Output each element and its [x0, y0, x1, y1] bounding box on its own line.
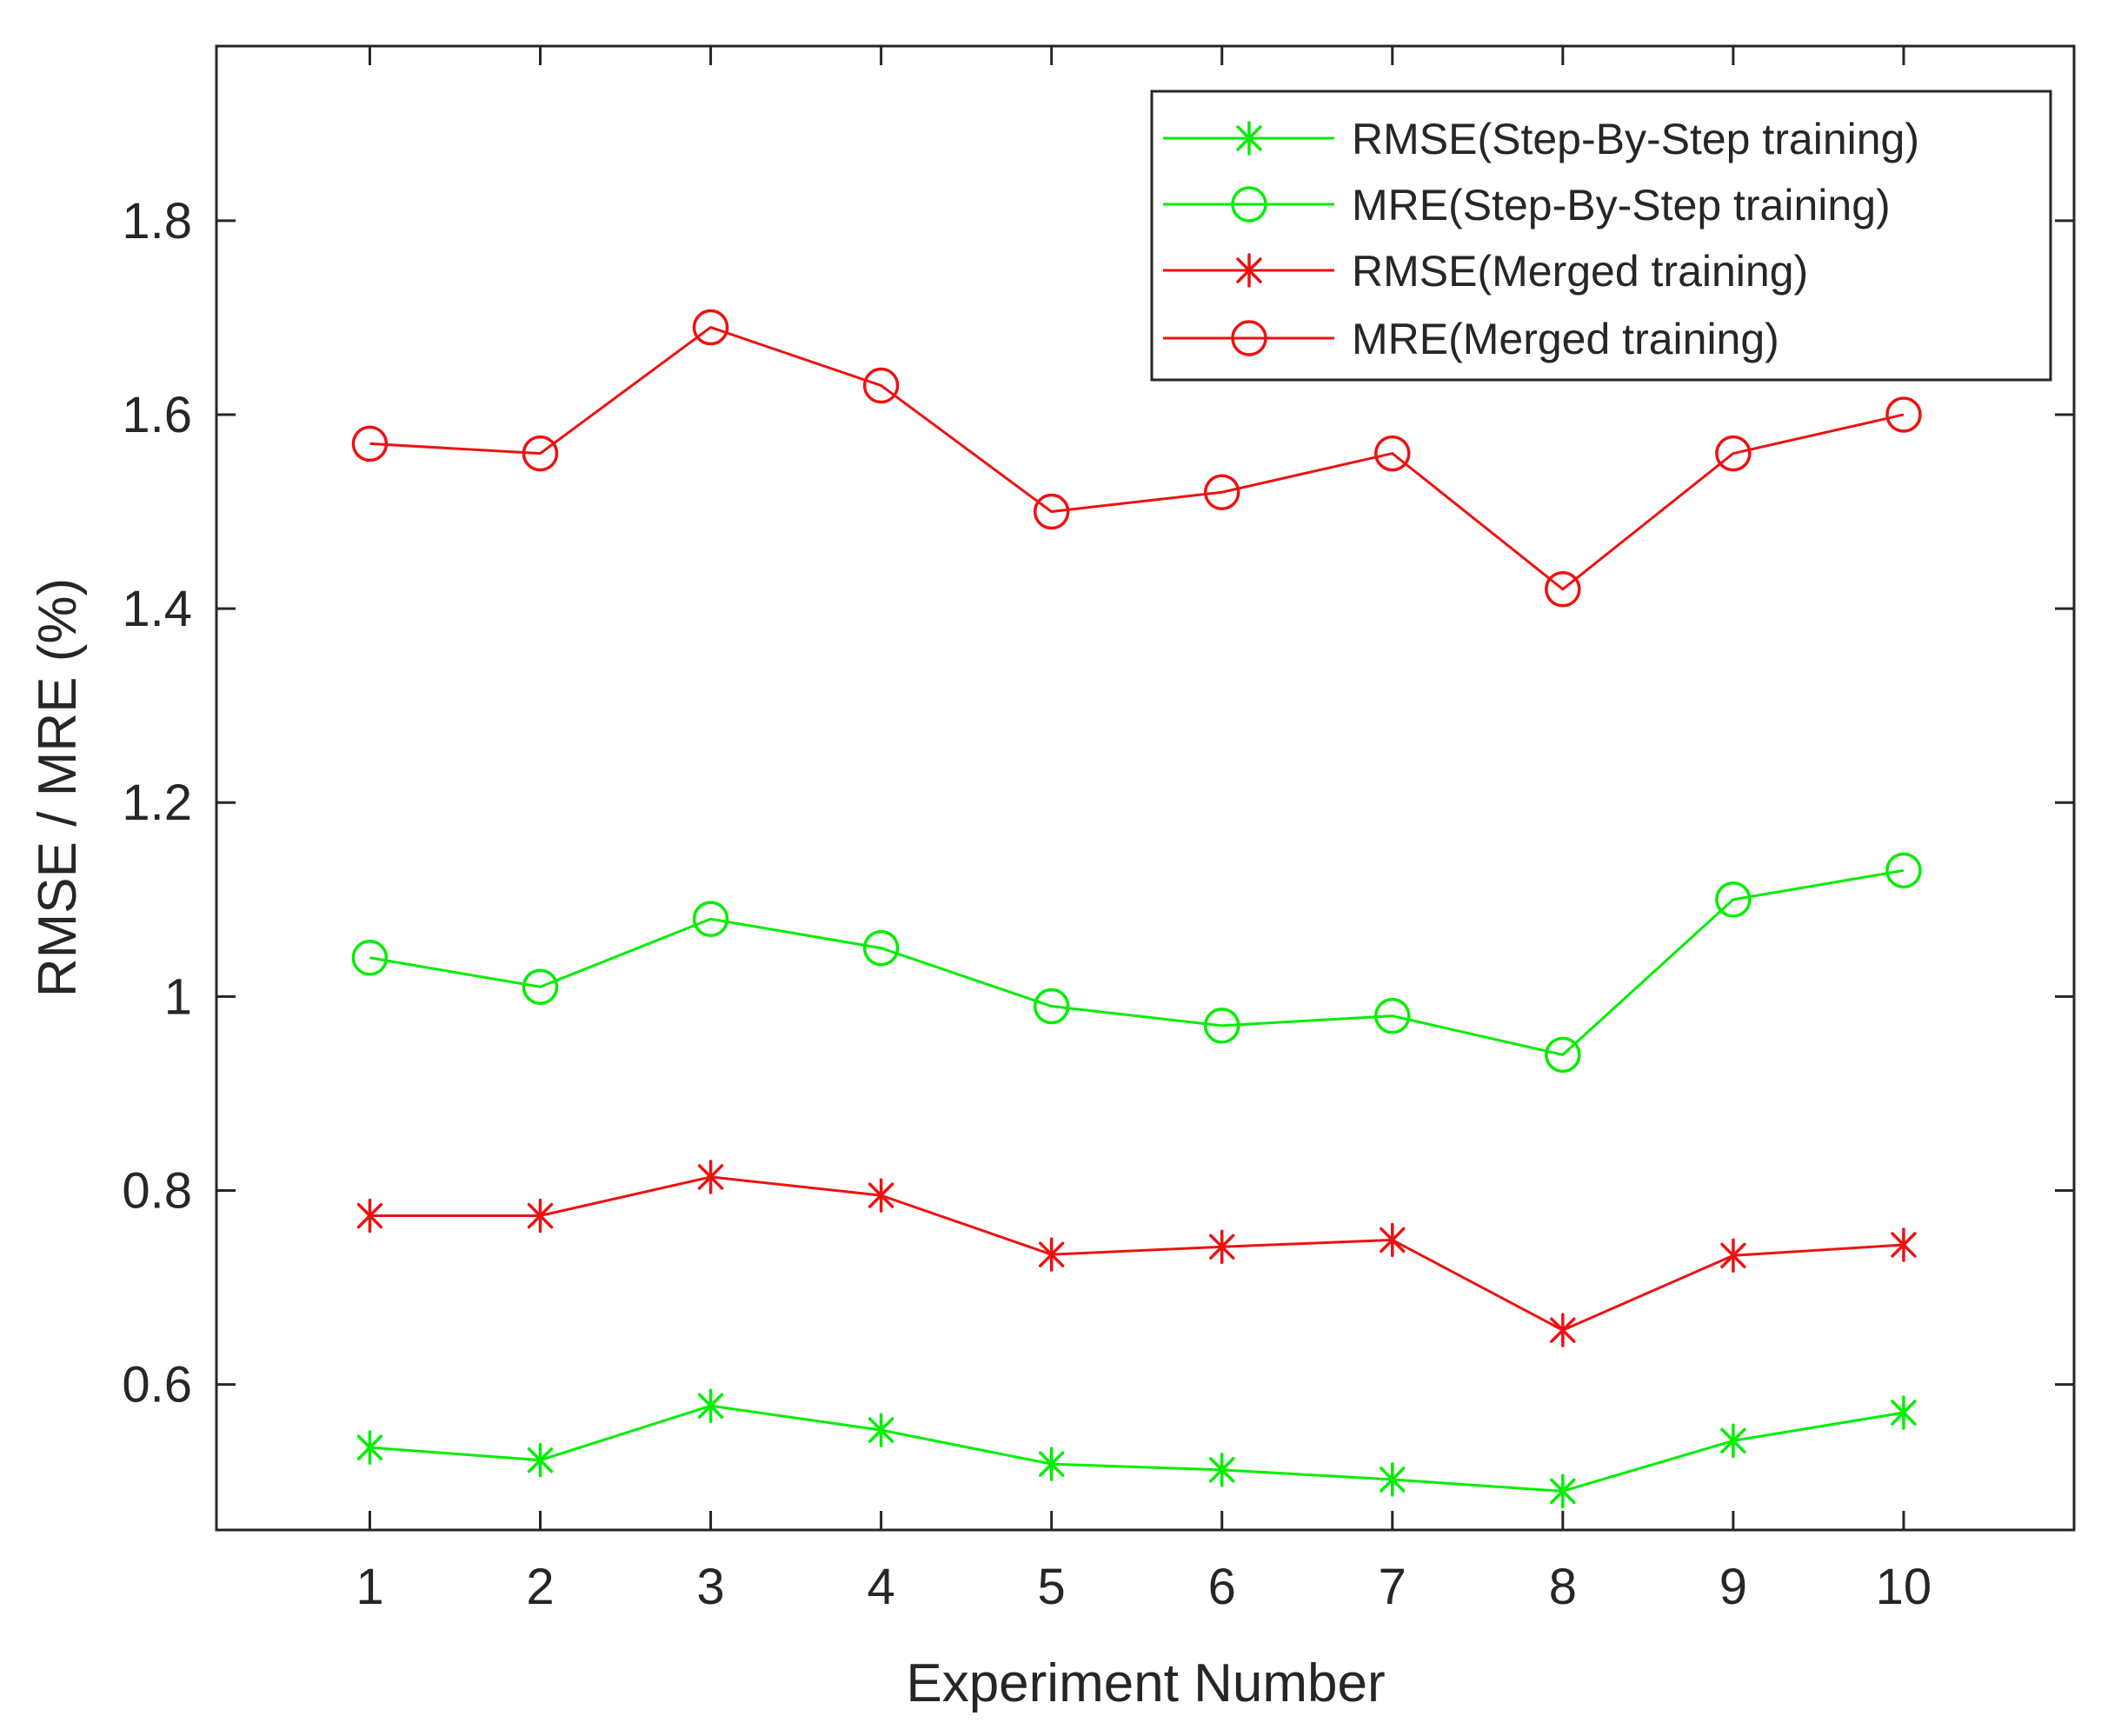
data-point-asterisk	[1209, 1453, 1235, 1487]
legend-marker-asterisk	[1236, 253, 1262, 288]
x-axis-label: Experiment Number	[906, 1653, 1385, 1713]
data-point-circle	[692, 901, 729, 937]
legend-item: RMSE(Step-By-Step training)	[1163, 115, 1919, 163]
y-tick-label: 1	[164, 968, 192, 1025]
legend-label: RMSE(Step-By-Step training)	[1352, 115, 1919, 163]
x-tick-label: 7	[1379, 1559, 1406, 1615]
legend-label: MRE(Step-By-Step training)	[1352, 181, 1891, 229]
data-point-asterisk	[1720, 1238, 1746, 1274]
data-point-asterisk	[1038, 1447, 1065, 1481]
axes-box	[215, 44, 2076, 1532]
data-point-circle	[1885, 852, 1922, 889]
x-tick-label: 9	[1719, 1559, 1747, 1615]
data-point-circle	[1203, 1008, 1240, 1044]
data-point-asterisk	[697, 1388, 724, 1423]
legend-item: MRE(Merged training)	[1163, 315, 1779, 363]
data-point-asterisk	[697, 1160, 724, 1194]
data-point-circle	[692, 309, 729, 346]
legend-label: MRE(Merged training)	[1352, 315, 1779, 363]
data-point-circle	[351, 425, 389, 462]
data-point-circle	[522, 435, 559, 472]
series-line	[369, 1175, 1905, 1332]
x-tick-label: 1	[356, 1559, 383, 1615]
data-point-circle	[351, 939, 389, 976]
data-point-circle	[1203, 474, 1240, 510]
x-tick-label: 8	[1549, 1559, 1577, 1615]
data-point-asterisk	[1550, 1313, 1576, 1347]
y-tick-label: 1.4	[122, 581, 192, 637]
y-tick-label: 0.8	[122, 1163, 192, 1220]
x-axis: 1 2 3 4 5 6 7 8 9 10	[356, 46, 1932, 1615]
data-point-asterisk	[527, 1442, 554, 1478]
y-tick-label: 1.8	[122, 193, 192, 249]
legend-marker-circle	[1231, 320, 1267, 356]
y-tick-label: 0.6	[122, 1357, 192, 1413]
x-tick-label: 6	[1208, 1559, 1236, 1615]
series-2	[351, 852, 1922, 1074]
series-1	[356, 1388, 1917, 1509]
data-point-asterisk	[868, 1178, 894, 1213]
data-point-circle	[1715, 881, 1752, 918]
data-point-circle	[1033, 988, 1070, 1025]
data-point-asterisk	[1380, 1222, 1406, 1258]
x-tick-label: 3	[696, 1559, 724, 1615]
data-point-asterisk	[356, 1430, 383, 1465]
data-point-asterisk	[1038, 1237, 1065, 1272]
y-tick-label: 1.2	[122, 775, 192, 831]
series-line	[369, 325, 1905, 591]
legend-label: RMSE(Merged training)	[1352, 247, 1808, 296]
data-point-asterisk	[1550, 1473, 1576, 1509]
data-point-circle	[1374, 997, 1411, 1034]
data-point-asterisk	[527, 1198, 554, 1234]
y-tick-label: 1.6	[122, 387, 192, 443]
series-4	[351, 309, 1922, 608]
data-point-asterisk	[1720, 1423, 1746, 1459]
data-point-circle	[1033, 493, 1070, 530]
y-axis-label: RMSE / MRE (%)	[28, 578, 88, 997]
x-tick-label: 4	[867, 1559, 894, 1615]
plot-area	[215, 44, 2076, 1532]
data-point-asterisk	[868, 1413, 894, 1447]
data-point-circle	[1545, 1036, 1581, 1074]
x-tick-label: 5	[1038, 1559, 1066, 1615]
series-line	[369, 1404, 1905, 1493]
data-point-circle	[862, 929, 900, 967]
data-point-circle	[1545, 571, 1581, 608]
y-axis: 0.6 0.8 1 1.2 1.4 1.6 1.8	[122, 193, 2074, 1413]
data-point-circle	[1374, 435, 1411, 472]
legend-marker-asterisk	[1236, 121, 1262, 156]
data-point-asterisk	[356, 1198, 383, 1234]
data-point-circle	[862, 367, 900, 404]
series-line	[369, 868, 1905, 1056]
data-point-circle	[522, 968, 559, 1005]
data-point-circle	[1715, 435, 1752, 472]
data-point-asterisk	[1891, 1227, 1917, 1262]
legend-item: RMSE(Merged training)	[1163, 247, 1808, 296]
data-point-asterisk	[1380, 1462, 1406, 1497]
x-tick-label: 2	[526, 1559, 554, 1615]
data-point-asterisk	[1209, 1229, 1235, 1264]
data-point-asterisk	[1891, 1395, 1917, 1430]
series-layer	[351, 309, 1922, 1509]
x-tick-label: 10	[1876, 1559, 1932, 1615]
data-point-circle	[1885, 396, 1922, 433]
legend-marker-circle	[1231, 186, 1267, 223]
legend: RMSE(Step-By-Step training) MRE(Step-By-S…	[1150, 90, 2052, 382]
series-3	[356, 1160, 1917, 1347]
legend-item: MRE(Step-By-Step training)	[1163, 181, 1891, 229]
